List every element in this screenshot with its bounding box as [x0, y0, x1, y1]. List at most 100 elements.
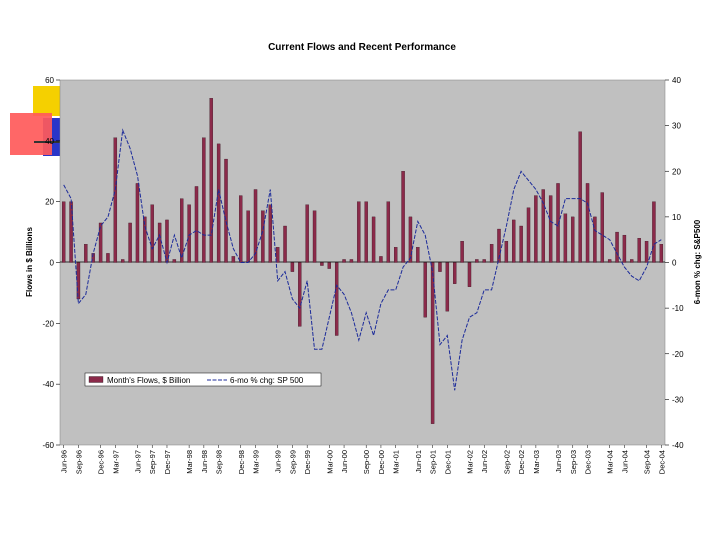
flow-bar [394, 247, 398, 263]
x-tick-label: Dec-01 [443, 450, 452, 474]
flow-bar [298, 262, 302, 327]
x-tick-label: Sep-97 [148, 450, 157, 474]
flow-bar [290, 262, 295, 272]
flow-bar [512, 219, 516, 263]
flow-bar [438, 262, 442, 272]
x-tick-label: Dec-00 [377, 450, 386, 474]
flow-bar [305, 204, 309, 263]
flow-bar [497, 228, 501, 263]
flow-bar [61, 201, 66, 263]
y-right-tick-label: 20 [672, 167, 681, 176]
flow-bar [556, 183, 560, 263]
legend-box [84, 372, 322, 387]
ornament-line [34, 141, 62, 143]
y-right-tick-label: -10 [672, 304, 684, 313]
flow-bar [106, 253, 110, 263]
flow-bar [261, 210, 265, 263]
flow-bar [84, 244, 88, 263]
x-tick-label: Mar-03 [532, 450, 541, 474]
y-right-tick-label: 0 [672, 259, 677, 268]
flow-bar [548, 195, 553, 263]
y-right-tick-label: -40 [672, 441, 684, 450]
flow-bar [320, 262, 324, 266]
x-tick-label: Jun-02 [480, 450, 489, 473]
x-tick-label: Jun-96 [60, 450, 69, 473]
legend: Month's Flows, $ Billion 6-mo % chg: SP … [84, 372, 322, 387]
flow-bar [430, 262, 435, 424]
flow-bars [61, 98, 664, 424]
x-tick-label: Mar-99 [252, 450, 261, 474]
y-left-tick-label: 20 [45, 198, 54, 207]
y-left-tick-label: 60 [45, 76, 54, 85]
x-tick-label: Dec-97 [163, 450, 172, 474]
flow-bar [283, 225, 287, 263]
flow-bar [187, 204, 191, 263]
x-tick-label: Dec-02 [517, 450, 526, 474]
ornament-red-square [10, 113, 52, 155]
x-tick-label: Sep-98 [215, 450, 224, 474]
flow-bar [534, 195, 538, 263]
flow-bar [644, 241, 649, 263]
flow-bar [216, 143, 221, 263]
flow-bar [268, 204, 272, 263]
y-right-tick-label: -30 [672, 395, 684, 404]
flow-bar [622, 234, 627, 263]
flow-bar [578, 131, 582, 263]
flow-bar [194, 186, 199, 263]
flow-bar [652, 201, 656, 263]
flow-bar [467, 262, 472, 287]
y-right-tick-label: -20 [672, 350, 684, 359]
y-left-label: Flows in $ Billions [25, 227, 34, 297]
x-tick-label: Jun-99 [274, 450, 283, 473]
x-tick-label: Mar-98 [185, 450, 194, 474]
flow-bar [157, 222, 162, 263]
flow-bar [371, 216, 376, 263]
x-tick-label: Mar-01 [392, 450, 401, 474]
flow-bar [504, 241, 509, 263]
x-tick-label: Jun-01 [414, 450, 423, 473]
x-tick-label: Sep-96 [74, 450, 83, 474]
x-tick-label: Sep-99 [288, 450, 297, 474]
flow-bar [571, 216, 575, 263]
flow-bar [357, 201, 361, 263]
y-left-tick-label: 40 [45, 137, 54, 146]
flow-bar [607, 259, 612, 263]
y-right-label: 6-mon % chg: S&P500 [693, 219, 702, 304]
x-tick-label: Dec-98 [237, 450, 246, 474]
legend-swatch-flows [88, 376, 104, 383]
x-tick-label: Mar-00 [325, 450, 334, 474]
flow-bar [453, 262, 457, 284]
y-right-tick-label: 40 [672, 76, 681, 85]
flow-bar [312, 210, 317, 263]
flow-bar [253, 189, 258, 263]
x-tick-label: Dec-99 [303, 450, 312, 474]
y-left-axis: -60 -40 -20 0 20 40 60 [42, 76, 60, 450]
y-right-tick-label: 30 [672, 122, 681, 131]
x-tick-label: Sep-00 [362, 450, 371, 474]
flow-bar [327, 262, 331, 269]
flow-bar [128, 222, 132, 263]
flow-bar [489, 244, 494, 263]
x-tick-label: Sep-02 [502, 450, 511, 474]
flow-bar [150, 204, 154, 263]
x-tick-label: Jun-03 [554, 450, 563, 473]
flow-bar [475, 259, 479, 263]
flow-bar [593, 216, 597, 263]
flow-bar [342, 259, 346, 263]
flow-bar [98, 222, 103, 263]
y-right-tick-label: 10 [672, 213, 681, 222]
x-tick-label: Jun-00 [340, 450, 349, 473]
flow-bar [630, 259, 634, 263]
flow-bar [416, 247, 420, 263]
flow-bar [563, 213, 568, 263]
y-left-tick-label: 0 [50, 259, 55, 268]
flow-bar [121, 259, 125, 263]
flow-bar [209, 98, 213, 263]
flow-bar [135, 183, 140, 263]
flow-bar [275, 247, 280, 263]
flow-bar [659, 244, 664, 263]
flow-bar [202, 137, 206, 263]
flow-bar [482, 259, 486, 263]
flow-bar [615, 231, 619, 263]
flow-bar [180, 198, 184, 263]
